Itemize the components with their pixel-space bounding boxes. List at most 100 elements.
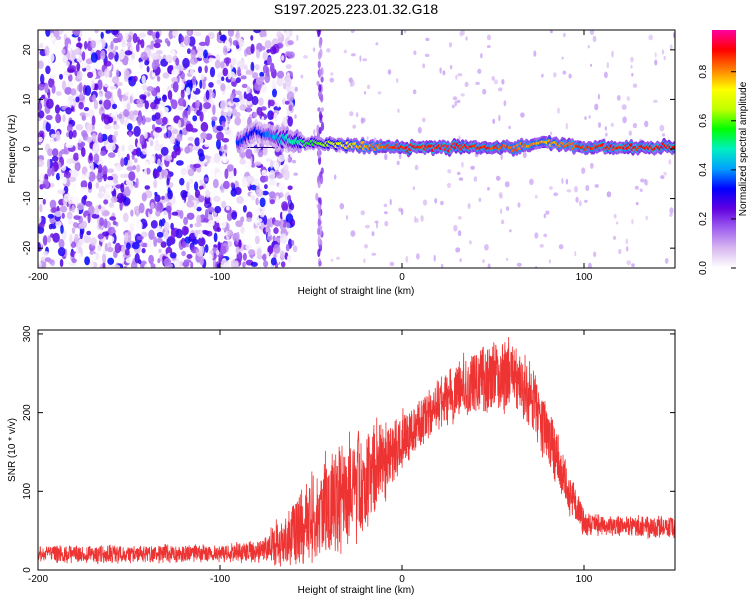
noise-blob — [76, 54, 82, 63]
noise-blob — [447, 182, 451, 189]
noise-blob — [94, 30, 99, 34]
noise-blob — [286, 91, 295, 102]
noise-blob — [78, 82, 83, 94]
noise-blob — [579, 200, 582, 207]
noise-blob — [171, 99, 178, 110]
noise-blob — [273, 161, 279, 171]
noise-blob — [654, 52, 657, 58]
noise-blob — [66, 81, 74, 87]
noise-blob — [160, 105, 165, 113]
noise-blob — [40, 73, 45, 85]
noise-blob — [534, 194, 538, 199]
noise-blob — [193, 163, 201, 168]
noise-blob — [416, 253, 420, 260]
noise-blob — [186, 200, 195, 208]
noise-blob — [626, 96, 630, 102]
noise-blob — [207, 206, 215, 213]
noise-blob — [278, 154, 285, 162]
noise-blob — [270, 111, 274, 120]
noise-blob — [236, 30, 240, 39]
noise-blob — [103, 60, 112, 67]
noise-blob — [630, 64, 633, 69]
noise-blob — [635, 201, 639, 206]
noise-blob — [132, 110, 139, 116]
noise-blob — [492, 118, 496, 125]
noise-blob — [103, 82, 109, 88]
noise-blob — [320, 121, 325, 131]
noise-blob — [461, 161, 464, 168]
noise-blob — [197, 237, 206, 247]
spectrogram-noise — [38, 30, 675, 268]
noise-blob — [613, 214, 617, 219]
noise-blob — [161, 156, 165, 162]
noise-blob — [561, 178, 564, 184]
noise-blob — [156, 75, 161, 82]
noise-blob — [133, 158, 138, 163]
noise-blob — [124, 69, 130, 80]
noise-blob — [500, 153, 503, 161]
noise-blob — [396, 78, 399, 83]
noise-blob — [194, 229, 199, 238]
noise-blob — [38, 102, 43, 111]
noise-blob — [59, 73, 63, 80]
noise-blob — [100, 50, 106, 60]
noise-blob — [126, 41, 132, 48]
noise-blob — [197, 50, 205, 59]
noise-blob — [149, 208, 153, 215]
noise-blob — [91, 213, 100, 219]
noise-blob — [188, 178, 194, 185]
noise-blob — [263, 260, 269, 268]
noise-blob — [125, 242, 131, 250]
noise-blob — [664, 257, 669, 264]
noise-blob — [127, 58, 136, 66]
noise-blob — [500, 208, 503, 214]
noise-blob — [589, 30, 595, 35]
noise-blob — [250, 61, 255, 72]
noise-blob — [97, 244, 102, 252]
noise-blob — [238, 38, 245, 48]
noise-blob — [262, 146, 268, 156]
noise-blob — [45, 30, 51, 37]
noise-blob — [253, 148, 260, 154]
noise-blob — [273, 112, 278, 122]
noise-blob — [377, 91, 382, 95]
noise-blob — [49, 182, 55, 188]
noise-blob — [203, 230, 210, 235]
noise-blob — [268, 169, 276, 181]
noise-blob — [221, 138, 230, 143]
noise-blob — [205, 133, 213, 141]
noise-blob — [553, 72, 557, 78]
noise-blob — [417, 126, 422, 134]
noise-blob — [146, 239, 153, 250]
noise-blob — [317, 180, 321, 189]
noise-blob — [74, 233, 79, 244]
noise-blob — [333, 174, 337, 180]
noise-blob — [487, 263, 491, 268]
noise-blob — [212, 104, 216, 116]
noise-blob — [186, 212, 195, 220]
noise-blob — [495, 175, 501, 181]
noise-blob — [130, 46, 134, 52]
noise-blob — [67, 219, 74, 225]
noise-blob — [50, 133, 57, 138]
noise-blob — [296, 34, 299, 41]
noise-blob — [315, 192, 319, 201]
noise-blob — [293, 172, 299, 176]
noise-blob — [226, 164, 234, 172]
noise-blob — [189, 68, 195, 75]
noise-blob — [574, 251, 577, 257]
noise-blob — [161, 116, 168, 125]
noise-blob — [225, 57, 230, 67]
noise-blob — [202, 79, 206, 90]
noise-blob — [221, 76, 225, 82]
noise-blob — [259, 197, 266, 208]
noise-blob — [153, 179, 158, 189]
noise-blob — [56, 91, 62, 96]
noise-blob — [234, 111, 241, 118]
noise-blob — [182, 57, 190, 69]
noise-blob — [247, 249, 256, 256]
noise-blob — [125, 32, 129, 40]
noise-blob — [273, 227, 279, 235]
noise-blob — [414, 164, 419, 171]
noise-blob — [534, 232, 539, 239]
